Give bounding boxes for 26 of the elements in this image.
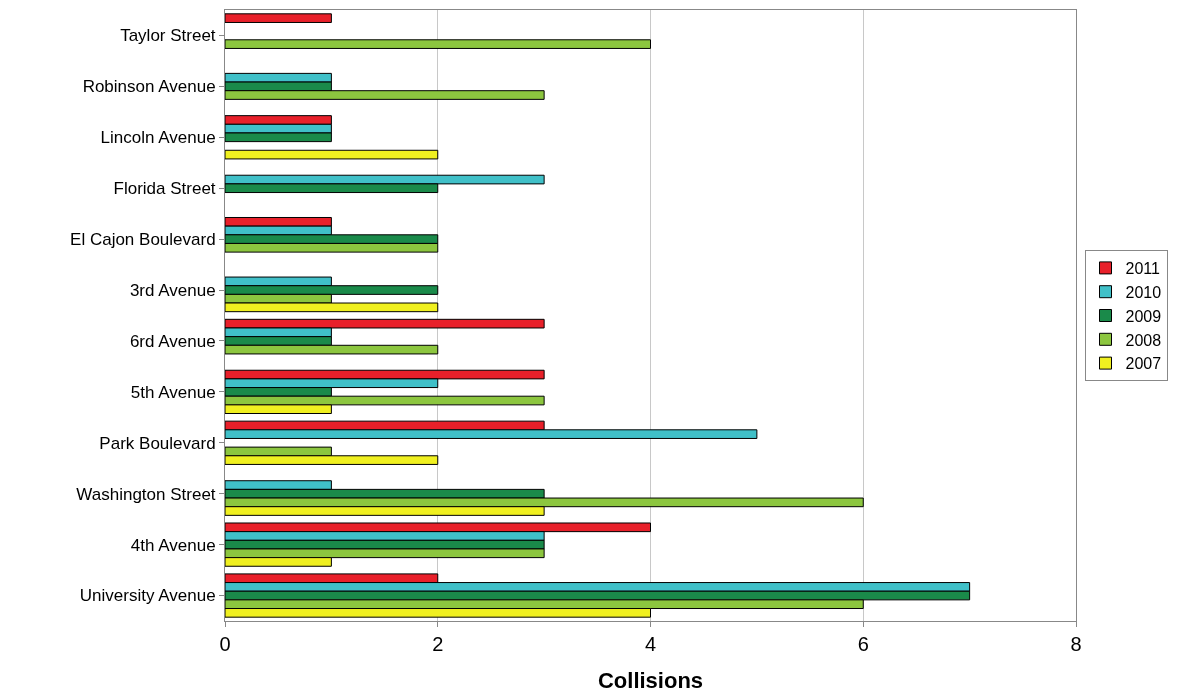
bar (225, 13, 332, 23)
legend-label: 2008 (1125, 331, 1162, 349)
y-tick-label: 5th Avenue (130, 382, 216, 402)
y-tick-label: Washington Street (76, 484, 216, 504)
x-tick-label: 4 (644, 633, 657, 655)
y-tick-label: Florida Street (113, 179, 216, 199)
x-tick-label: 6 (857, 633, 869, 655)
x-tick-label: 0 (219, 633, 231, 655)
legend-label: 2009 (1125, 307, 1162, 325)
y-tick-label: Park Boulevard (99, 433, 216, 453)
bar (225, 149, 439, 160)
y-tick-label: University Avenue (79, 586, 216, 606)
y-tick-label: 3rd Avenue (129, 280, 216, 300)
y-tick-label: 6rd Avenue (129, 331, 216, 351)
y-tick-label: 4th Avenue (130, 535, 216, 555)
x-axis-title: Collisions (597, 667, 704, 693)
x-tick-label: 2 (432, 633, 444, 655)
bar (225, 39, 651, 49)
y-tick-label: Lincoln Avenue (100, 128, 216, 148)
legend-label: 2010 (1125, 283, 1162, 301)
legend-label: 2007 (1125, 355, 1162, 373)
y-tick-label: Taylor Street (120, 26, 216, 46)
y-tick-label: Robinson Avenue (82, 77, 216, 97)
legend-label: 2011 (1125, 260, 1161, 278)
x-tick-label: 8 (1070, 633, 1082, 655)
y-tick-label: El Cajon Boulevard (70, 230, 216, 250)
